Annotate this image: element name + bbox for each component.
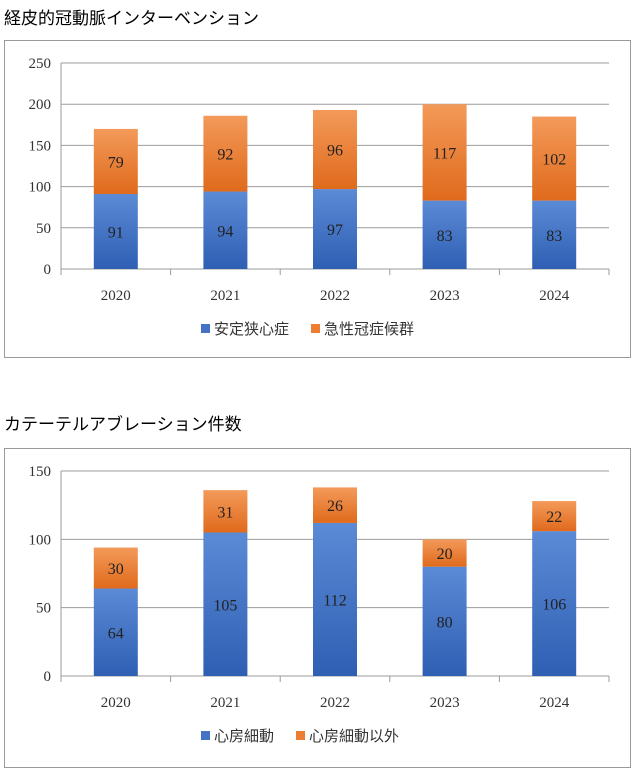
y-tick-label: 50 (36, 221, 51, 237)
chart-1-frame: 0 50 100 150 200 250 91 79 2020 94 92 2021 97 96 2022 8… (4, 40, 631, 358)
bar-blue-2022 (313, 522, 357, 676)
data-label: 94 (217, 223, 233, 240)
x-tick-label: 2023 (430, 695, 460, 711)
bar-orange-2023 (422, 539, 467, 567)
bar-orange-2022 (313, 487, 357, 523)
legend-label: 急性冠症候群 (324, 320, 414, 338)
bar-orange-2020 (93, 547, 138, 589)
bar-blue-2024 (532, 531, 577, 676)
x-tick-label: 2023 (430, 288, 460, 304)
chart-2-title: カテーテルアブレーション件数 (4, 415, 242, 435)
data-label: 112 (323, 592, 346, 609)
data-label: 105 (213, 597, 237, 614)
data-label: 20 (437, 546, 453, 563)
chart-2-frame: 0 50 100 150 64 30 2020 105 31 2021 112 26 2022 80 20 2… (4, 448, 631, 768)
bar-blue-2022 (313, 189, 357, 269)
x-tick-label: 2022 (320, 288, 350, 304)
bar-blue-2024 (532, 200, 577, 269)
data-label: 96 (327, 143, 343, 160)
legend-swatch (201, 731, 210, 740)
y-tick-label: 150 (29, 138, 52, 154)
bar-orange-2021 (203, 115, 248, 192)
y-tick-label: 100 (29, 180, 52, 196)
data-label: 22 (546, 509, 562, 526)
chart-1-title: 経皮的冠動脈インターベンション (4, 9, 259, 29)
bar-orange-2024 (532, 116, 577, 201)
data-label: 26 (327, 498, 343, 515)
x-tick-label: 2024 (539, 288, 570, 304)
data-label: 117 (433, 145, 456, 162)
data-label: 80 (437, 614, 453, 631)
bar-blue-2020 (93, 588, 138, 676)
y-tick-label: 0 (44, 262, 52, 278)
data-label: 30 (108, 561, 124, 578)
chart-2-svg: 0501001506430202010531202111226202280202… (29, 464, 610, 745)
bar-blue-2023 (422, 566, 467, 676)
bar-blue-2023 (422, 200, 467, 269)
bar-orange-2023 (422, 104, 467, 201)
data-label: 91 (108, 225, 124, 242)
x-tick-label: 2020 (101, 288, 131, 304)
data-label: 106 (542, 597, 566, 614)
x-tick-label: 2020 (101, 695, 131, 711)
data-label: 79 (108, 154, 124, 171)
y-tick-label: 200 (29, 97, 52, 113)
bar-blue-2020 (93, 194, 138, 269)
x-tick-label: 2022 (320, 695, 350, 711)
x-tick-label: 2021 (210, 288, 240, 304)
bar-orange-2020 (93, 128, 138, 195)
data-label: 102 (542, 152, 566, 169)
x-tick-label: 2021 (210, 695, 240, 711)
data-label: 83 (437, 228, 453, 245)
bar-orange-2024 (532, 501, 577, 532)
data-label: 64 (108, 625, 124, 642)
legend-swatch (201, 324, 210, 333)
data-label: 97 (327, 222, 343, 239)
legend-label: 心房細動以外 (309, 727, 399, 745)
bar-blue-2021 (203, 191, 248, 269)
data-label: 31 (217, 504, 233, 521)
legend-label: 安定狭心症 (214, 320, 289, 338)
y-tick-label: 250 (29, 56, 52, 72)
y-tick-label: 100 (29, 532, 52, 548)
y-tick-label: 150 (29, 464, 52, 480)
y-tick-label: 0 (44, 669, 52, 685)
legend-swatch (311, 324, 321, 333)
legend-label: 心房細動 (214, 727, 274, 745)
legend-swatch (296, 731, 306, 740)
x-tick-label: 2024 (539, 695, 570, 711)
data-label: 92 (217, 147, 233, 164)
bar-orange-2022 (313, 109, 357, 190)
y-tick-label: 50 (36, 601, 51, 617)
data-label: 83 (546, 228, 562, 245)
chart-1-svg: 0 50 100 150 200 250 91 79 2020 94 92 2021 97 96 2022 8… (29, 56, 610, 338)
bar-orange-2021 (203, 490, 248, 533)
bar-blue-2021 (203, 532, 248, 676)
